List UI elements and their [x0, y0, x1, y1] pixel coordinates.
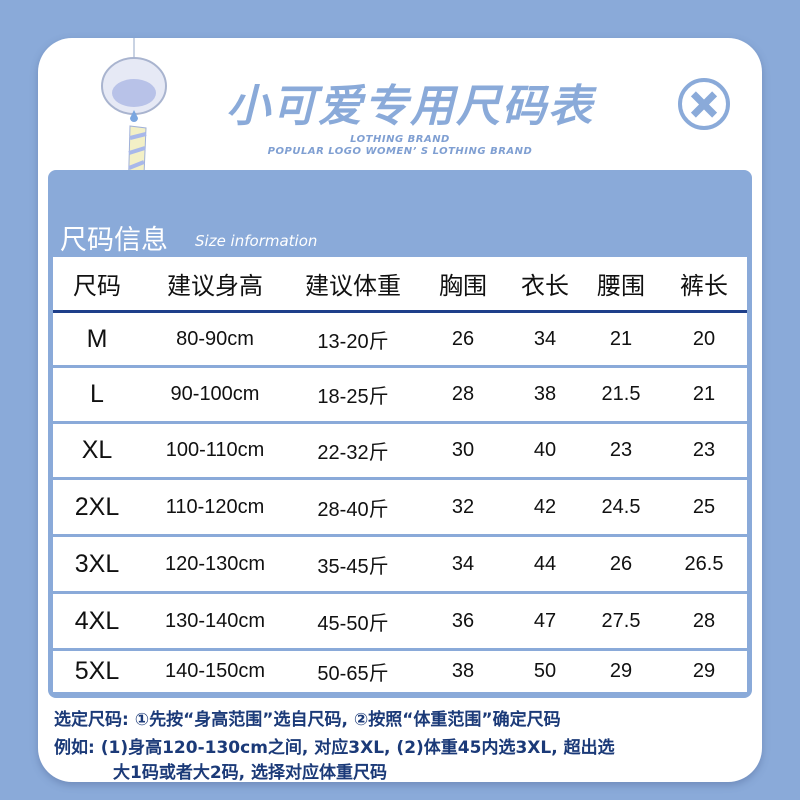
row-divider [53, 648, 747, 651]
table-cell: 34 [451, 552, 475, 575]
column-header: 建议体重 [305, 272, 401, 300]
column-header: 衣长 [521, 272, 569, 300]
table-cell: 27.5 [601, 609, 641, 632]
table-row: M 80-90cm 13-20斤 26 34 21 20 [53, 313, 747, 365]
table-cell: 26 [451, 327, 475, 350]
table-cell: 24.5 [601, 495, 641, 518]
size-label: XL [81, 436, 113, 464]
table-cell: 140-150cm [164, 660, 266, 682]
table-cell: 21 [692, 383, 716, 405]
column-header: 腰围 [597, 272, 645, 300]
table-cell: 36 [451, 609, 475, 632]
table-cell: 50 [533, 660, 557, 682]
table-cell: 42 [533, 495, 557, 518]
table-cell: 28 [451, 383, 475, 405]
note-line-2: 例如: (1)身高120-130cm之间, 对应3XL, (2)体重45内选3X… [54, 738, 615, 758]
table-cell: 22-32斤 [317, 442, 389, 464]
table-row: 3XL 120-130cm 35-45斤 34 44 26 26.5 [53, 537, 747, 591]
table-cell: 13-20斤 [317, 330, 389, 353]
size-label: L [90, 380, 104, 408]
row-divider [53, 365, 747, 368]
table-cell: 26.5 [684, 552, 724, 575]
table-row: 2XL 110-120cm 28-40斤 32 42 24.5 25 [53, 480, 747, 534]
table-cell: 44 [533, 552, 557, 575]
column-header: 裤长 [680, 272, 728, 300]
table-row: L 90-100cm 18-25斤 28 38 21.5 21 [53, 368, 747, 421]
size-table: 尺码 建议身高 建议体重 胸围 衣长 腰围 裤长 M 80-90cm 13-20斤 26 34 21 2… [53, 257, 747, 692]
table-cell: 34 [533, 327, 557, 350]
table-cell: 45-50斤 [317, 612, 389, 635]
table-cell: 35-45斤 [317, 555, 389, 578]
section-subtitle: Size information [195, 232, 318, 250]
size-label: 4XL [74, 606, 120, 635]
table-cell: 80-90cm [176, 327, 254, 350]
table-cell: 90-100cm [170, 383, 260, 405]
size-label: M [86, 324, 108, 353]
section-title: 尺码信息 [60, 225, 168, 256]
table-cell: 110-120cm [165, 495, 265, 518]
brand-line-1: LOTHING BRAND [350, 134, 450, 145]
table-row: 4XL 130-140cm 45-50斤 36 47 27.5 28 [53, 594, 747, 648]
size-label: 2XL [74, 492, 120, 521]
table-cell: 32 [451, 495, 475, 518]
table-cell: 18-25斤 [317, 386, 389, 408]
brand-line-2: POPULAR LOGO WOMEN’ S LOTHING BRAND [267, 146, 533, 157]
row-divider [53, 591, 747, 594]
table-cell: 47 [533, 609, 557, 632]
note-line-1: 选定尺码: ①先按“身高范围”选自尺码, ②按照“体重范围”确定尺码 [54, 710, 561, 730]
table-cell: 23 [609, 439, 633, 461]
table-row: XL 100-110cm 22-32斤 30 40 23 23 [53, 424, 747, 477]
table-cell: 38 [451, 660, 475, 682]
table-cell: 40 [533, 439, 557, 461]
close-icon[interactable] [678, 78, 730, 130]
table-cell: 130-140cm [164, 609, 266, 632]
table-cell: 20 [692, 327, 716, 350]
size-label: 3XL [74, 549, 120, 578]
table-cell: 120-130cm [164, 552, 266, 575]
row-divider [53, 534, 747, 537]
column-header: 建议身高 [167, 272, 263, 300]
page-title: 小可爱专用尺码表 [226, 81, 594, 132]
table-cell: 100-110cm [165, 439, 265, 461]
table-cell: 25 [692, 495, 716, 518]
table-cell: 21 [609, 327, 633, 350]
table-cell: 29 [609, 660, 633, 682]
table-cell: 38 [533, 383, 557, 405]
row-divider [53, 477, 747, 480]
table-cell: 30 [451, 439, 475, 461]
table-row: 5XL 140-150cm 50-65斤 38 50 29 29 [53, 651, 747, 692]
size-label: 5XL [74, 657, 120, 685]
table-cell: 50-65斤 [317, 663, 389, 685]
table-cell: 28 [692, 609, 716, 632]
table-cell: 26 [609, 552, 633, 575]
table-cell: 23 [692, 439, 716, 461]
table-cell: 29 [692, 660, 716, 682]
row-divider [53, 421, 747, 424]
note-line-3: 大1码或者大2码, 选择对应体重尺码 [113, 763, 388, 783]
table-cell: 21.5 [601, 383, 641, 405]
column-header: 胸围 [439, 272, 487, 300]
column-header: 尺码 [73, 272, 121, 300]
table-header-row: 尺码 建议身高 建议体重 胸围 衣长 腰围 裤长 [53, 257, 747, 313]
table-cell: 28-40斤 [317, 498, 389, 521]
